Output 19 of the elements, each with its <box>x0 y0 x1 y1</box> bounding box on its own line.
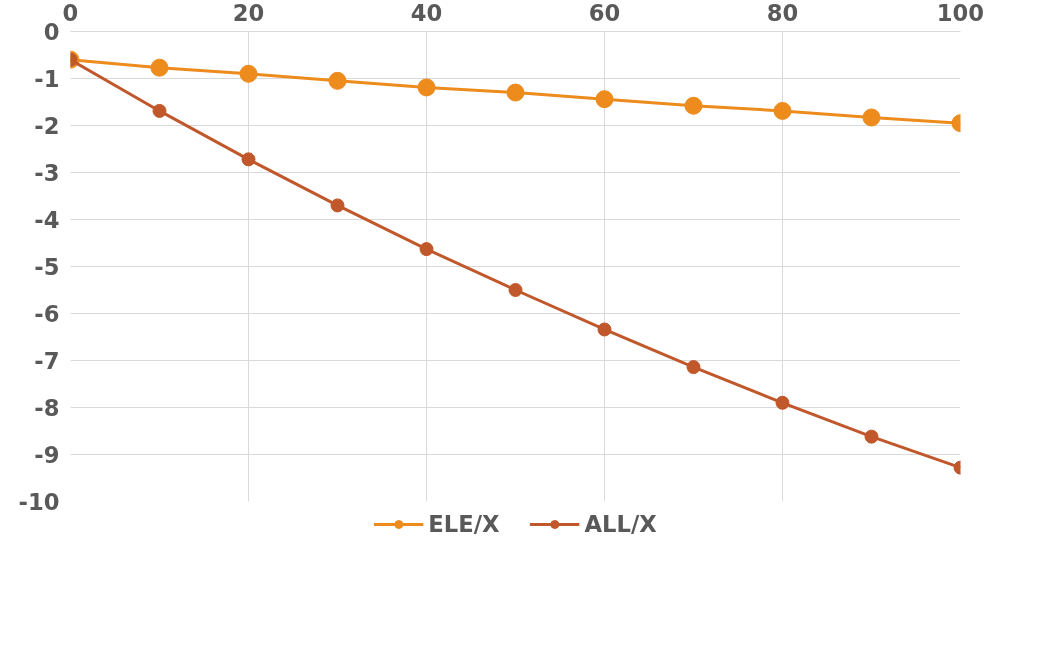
y-tick-label: -8 <box>34 395 60 421</box>
y-tick-label: -10 <box>18 489 60 515</box>
x-tick-label: 0 <box>62 0 79 26</box>
x-tick-label: 60 <box>588 0 621 26</box>
y-tick-label: 0 <box>43 19 60 45</box>
x-tick-label: 40 <box>410 0 443 26</box>
x-tick-label: 20 <box>232 0 265 26</box>
y-tick-label: -6 <box>34 301 60 327</box>
y-tick-label: -3 <box>34 160 60 186</box>
y-tick-label: -7 <box>34 348 60 374</box>
x-tick-label: 100 <box>936 0 985 26</box>
y-tick-label: -2 <box>34 113 60 139</box>
legend-label: ELE/X <box>428 511 500 537</box>
x-tick-label: 80 <box>766 0 799 26</box>
y-tick-label: -4 <box>34 207 60 233</box>
y-tick-label: -9 <box>34 442 60 468</box>
legend-label: ALL/X <box>584 511 657 537</box>
y-tick-label: -5 <box>34 254 60 280</box>
y-tick-label: -1 <box>34 66 60 92</box>
